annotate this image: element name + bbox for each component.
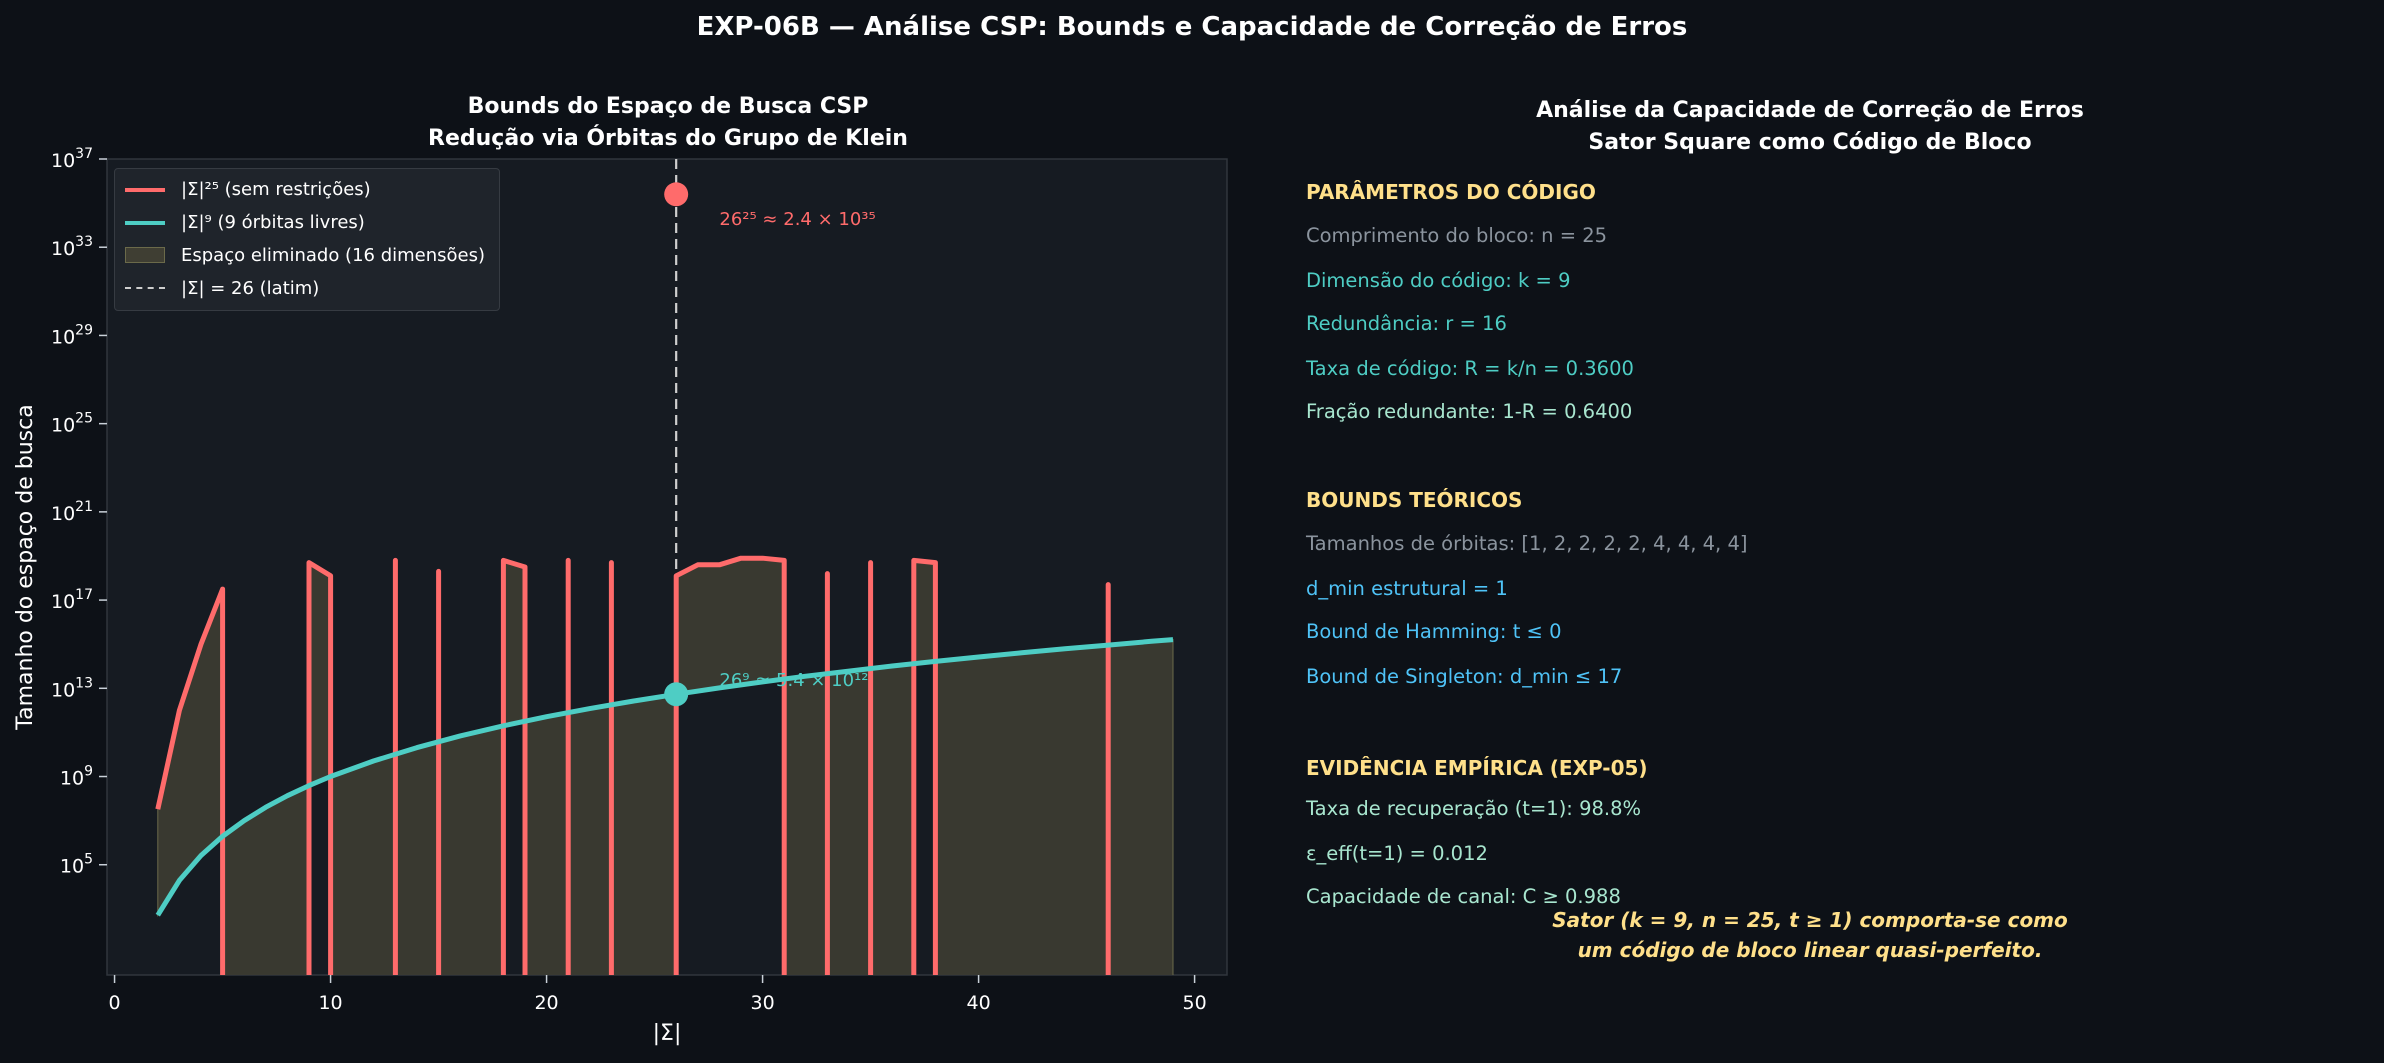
- annotation-unrestricted: 26²⁵ ≈ 2.4 × 10³⁵: [719, 209, 875, 230]
- x-tick-label: 40: [966, 992, 990, 1014]
- conclusion-line2: um código de bloco linear quasi-perfeito…: [1577, 938, 2043, 962]
- conclusion-line1: Sator (k = 9, n = 25, t ≥ 1) comporta-se…: [1552, 908, 2068, 932]
- y-tick-label: 109: [60, 764, 93, 790]
- evidence-channel-capacity: Capacidade de canal: C ≥ 0.988: [1306, 885, 1621, 908]
- param-block-length: Comprimento do bloco: n = 25: [1306, 224, 1608, 247]
- x-tick-label: 20: [534, 992, 558, 1014]
- y-tick-label: 1021: [51, 499, 93, 525]
- legend-label-unrestricted: |Σ|²⁵ (sem restrições): [181, 179, 371, 200]
- chart-legend: |Σ|²⁵ (sem restrições) |Σ|⁹ (9 órbitas l…: [114, 168, 500, 311]
- right-title-line1: Análise da Capacidade de Correção de Err…: [1536, 98, 2084, 123]
- x-tick-label: 50: [1183, 992, 1207, 1014]
- section-heading-evidence: EVIDÊNCIA EMPÍRICA (EXP-05): [1306, 756, 1648, 780]
- param-redundant-fraction: Fração redundante: 1-R = 0.6400: [1306, 400, 1633, 423]
- evidence-effective-epsilon: ε_eff(t=1) = 0.012: [1306, 842, 1488, 865]
- legend-label-latin: |Σ| = 26 (latim): [181, 278, 320, 299]
- legend-label-orbits: |Σ|⁹ (9 órbitas livres): [181, 212, 365, 233]
- marker-orbits-26: [664, 682, 689, 707]
- x-tick-label: 10: [318, 992, 342, 1014]
- right-title-line2: Sator Square como Código de Bloco: [1588, 130, 2032, 155]
- legend-swatch-orbits: [125, 221, 165, 225]
- series-line-unrestricted: [155, 555, 1111, 975]
- figure-title: EXP-06B — Análise CSP: Bounds e Capacida…: [696, 12, 1688, 42]
- x-axis-label: |Σ|: [653, 1021, 682, 1046]
- y-tick-label: 105: [60, 852, 93, 878]
- marker-unrestricted-26: [664, 182, 689, 207]
- x-tick-label: 30: [750, 992, 774, 1014]
- series-line-orbits: [155, 637, 1174, 917]
- y-tick-label: 1017: [51, 587, 93, 613]
- y-tick-label: 1025: [51, 411, 93, 437]
- section-heading-parameters: PARÂMETROS DO CÓDIGO: [1306, 180, 1596, 204]
- bound-orbit-sizes: Tamanhos de órbitas: [1, 2, 2, 2, 2, 4, …: [1306, 532, 1748, 555]
- param-code-rate: Taxa de código: R = k/n = 0.3600: [1306, 357, 1634, 380]
- bound-singleton: Bound de Singleton: d_min ≤ 17: [1306, 665, 1623, 688]
- y-tick-label: 1013: [51, 675, 93, 701]
- y-tick-label: 1033: [51, 234, 93, 260]
- y-axis-label: Tamanho do espaço de busca: [13, 404, 38, 730]
- annotation-orbits: 26⁹ ≈ 5.4 × 10¹²: [719, 670, 868, 691]
- legend-swatch-unrestricted: [125, 188, 165, 192]
- section-heading-bounds: BOUNDS TEÓRICOS: [1306, 488, 1523, 512]
- bound-dmin-structural: d_min estrutural = 1: [1306, 577, 1508, 600]
- y-tick-label: 1037: [51, 146, 93, 172]
- param-redundancy: Redundância: r = 16: [1306, 312, 1507, 335]
- conclusion-note: Sator (k = 9, n = 25, t ≥ 1) comporta-se…: [1500, 905, 2120, 965]
- y-tick-label: 1029: [51, 322, 93, 348]
- legend-label-eliminated: Espaço eliminado (16 dimensões): [181, 245, 486, 266]
- param-code-dimension: Dimensão do código: k = 9: [1306, 269, 1571, 292]
- chart-title-line2: Redução via Órbitas do Grupo de Klein: [428, 126, 908, 151]
- legend-swatch-eliminated: [125, 247, 165, 263]
- right-panel-title: Análise da Capacidade de Correção de Err…: [1400, 95, 2220, 159]
- x-tick-label: 0: [109, 992, 121, 1014]
- legend-swatch-latin: [125, 287, 165, 289]
- chart-title: Bounds do Espaço de Busca CSP Redução vi…: [296, 91, 1040, 155]
- chart-title-line1: Bounds do Espaço de Busca CSP: [467, 94, 869, 119]
- bound-hamming: Bound de Hamming: t ≤ 0: [1306, 620, 1562, 643]
- evidence-recovery-rate: Taxa de recuperação (t=1): 98.8%: [1306, 797, 1642, 820]
